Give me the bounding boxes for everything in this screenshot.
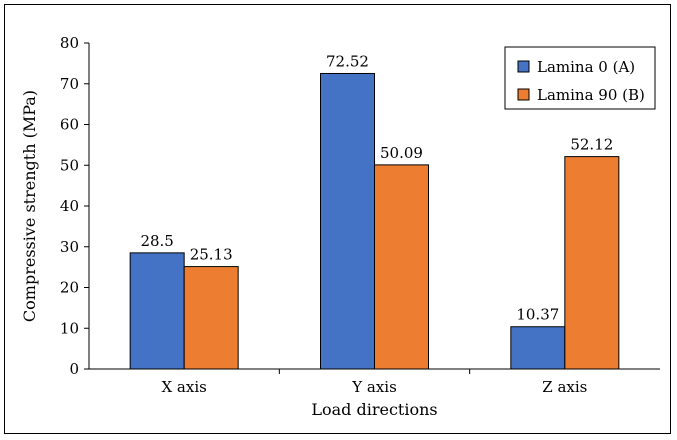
data-label: 52.12 — [570, 136, 613, 154]
bar-lamina-0 — [129, 252, 185, 370]
bar-lamina-90 — [374, 164, 429, 370]
x-tick-label: Y axis — [351, 378, 397, 396]
y-tick-label: 20 — [60, 279, 79, 297]
data-label: 28.5 — [140, 232, 173, 250]
y-tick-label: 50 — [60, 156, 79, 174]
data-label: 72.52 — [326, 52, 369, 70]
legend: Lamina 0 (A) Lamina 90 (B) — [504, 46, 656, 110]
y-tick-label: 30 — [60, 238, 79, 256]
data-label: 25.13 — [190, 246, 233, 264]
y-tick-label: 10 — [60, 319, 79, 337]
y-tick-label: 80 — [60, 34, 79, 52]
legend-swatch — [517, 88, 530, 101]
x-axis-title: Load directions — [311, 400, 437, 419]
bar-lamina-0 — [510, 326, 566, 370]
bar-lamina-0 — [320, 72, 375, 370]
bar-lamina-90 — [183, 266, 239, 370]
y-tick-label: 40 — [60, 197, 79, 215]
y-tick-label: 0 — [69, 360, 79, 378]
legend-label: Lamina 90 (B) — [537, 86, 645, 104]
y-tick-label: 60 — [60, 116, 79, 134]
legend-swatch — [517, 60, 530, 73]
data-label: 10.37 — [516, 306, 559, 324]
bar-chart: 0 10 20 30 40 50 60 70 80 28.5 25.13 72.52 50.09 10.… — [20, 34, 660, 419]
chart-frame: 0 10 20 30 40 50 60 70 80 28.5 25.13 72.52 50.09 10.… — [4, 4, 671, 434]
y-tick-label: 70 — [60, 75, 79, 93]
y-axis-title: Compressive strength (MPa) — [20, 90, 39, 322]
legend-box — [504, 46, 656, 110]
legend-label: Lamina 0 (A) — [537, 58, 635, 76]
data-label: 50.09 — [380, 144, 423, 162]
x-tick-label: Z axis — [542, 378, 587, 396]
bar-lamina-90 — [564, 156, 620, 370]
x-tick-label: X axis — [161, 378, 206, 396]
